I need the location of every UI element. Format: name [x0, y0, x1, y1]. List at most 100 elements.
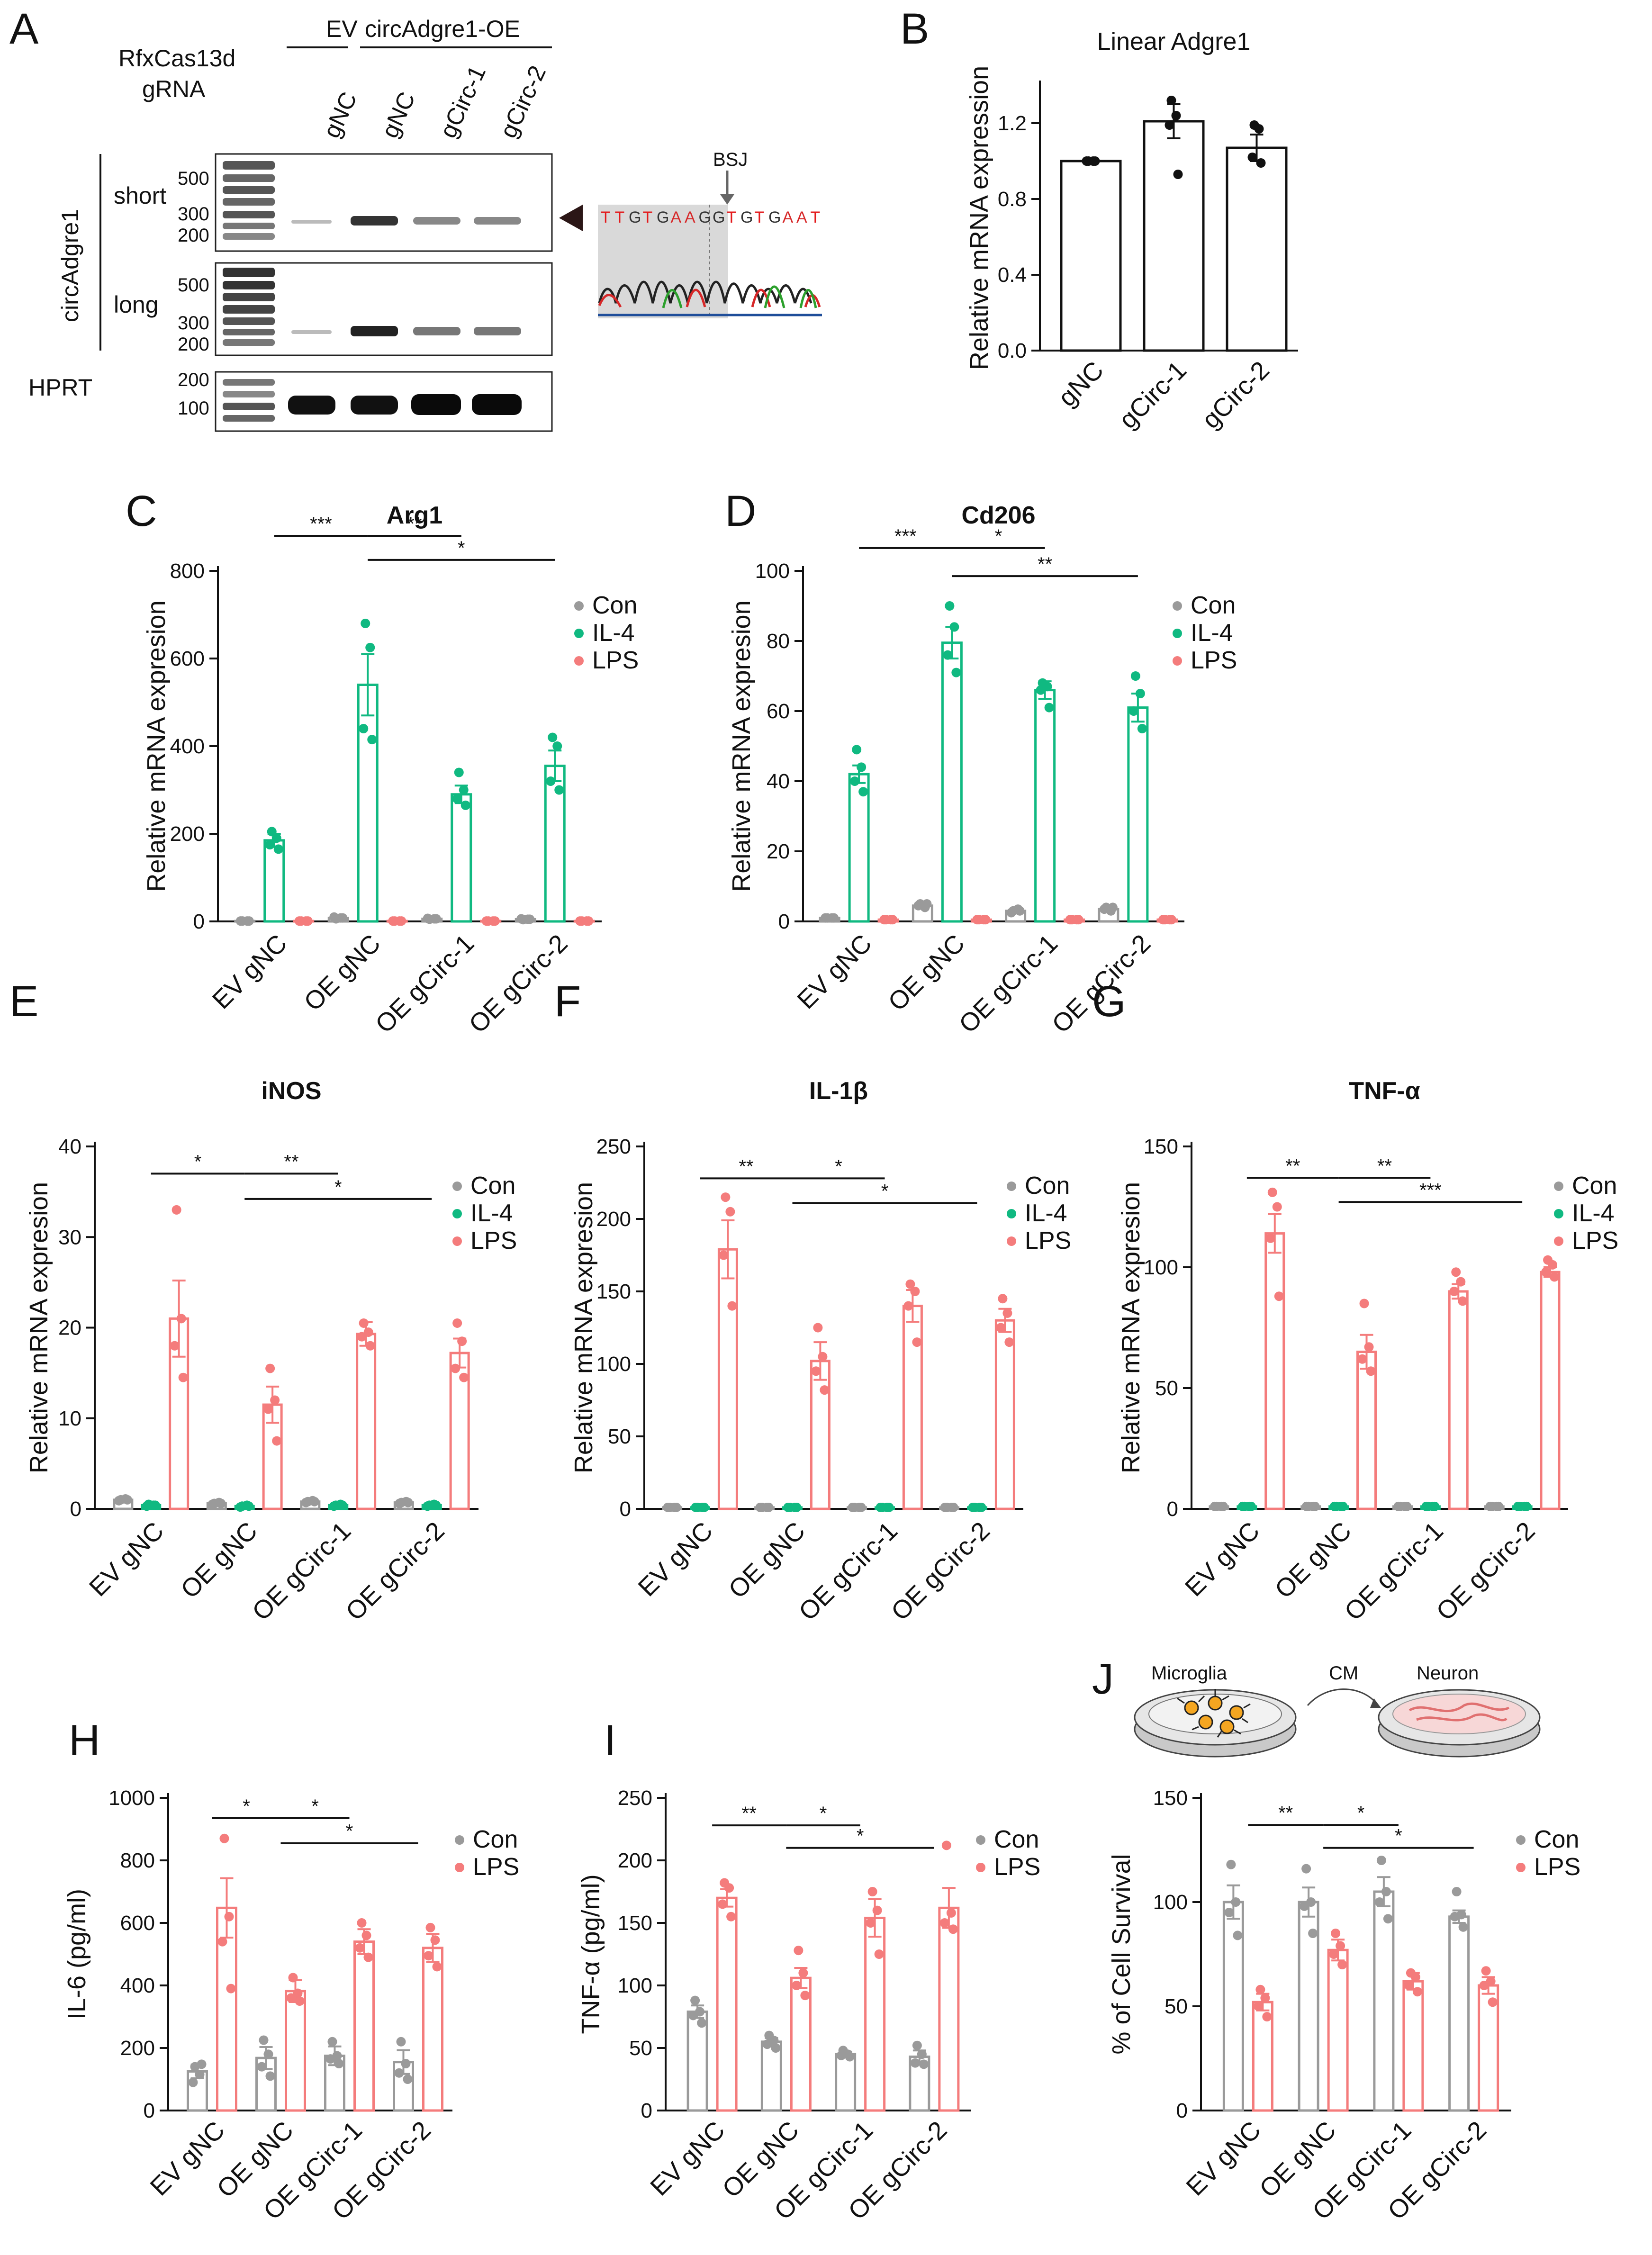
marker-long-300: 300	[178, 313, 209, 334]
band-short-ev	[291, 220, 332, 224]
legend-marker	[574, 629, 584, 638]
legend-label: Con	[1025, 1172, 1070, 1200]
legend-marker	[1173, 601, 1182, 611]
bar	[994, 1319, 1015, 1510]
data-point	[719, 1250, 729, 1260]
data-point	[122, 1495, 132, 1505]
y-tick-label: 40	[58, 1135, 81, 1158]
y-tick-label: 1.2	[998, 112, 1027, 135]
data-point	[1359, 1299, 1369, 1308]
significance-label: *	[346, 1821, 353, 1842]
data-point	[170, 1341, 180, 1351]
data-point	[1166, 96, 1176, 105]
data-point	[663, 1502, 673, 1512]
y-tick-label: 400	[120, 1974, 155, 1997]
data-point	[726, 1912, 736, 1921]
data-point	[357, 1918, 367, 1928]
data-point	[1458, 1296, 1468, 1306]
data-point	[365, 1341, 375, 1351]
y-tick-label: 150	[1144, 1135, 1178, 1158]
long-label: long	[114, 291, 159, 318]
band-hprt-3	[411, 394, 461, 415]
data-point	[359, 724, 369, 733]
x-tick-label: EV gNC	[1181, 2116, 1266, 2201]
y-tick-label: 600	[120, 1912, 155, 1935]
data-point	[1128, 706, 1138, 716]
data-point	[872, 1905, 882, 1915]
data-point	[273, 844, 283, 854]
data-point	[905, 1279, 915, 1289]
data-point	[257, 2062, 267, 2072]
significance-label: *	[1395, 1826, 1402, 1847]
data-point	[355, 1943, 365, 1953]
x-tick-label: gCirc-1	[1114, 356, 1192, 434]
band-short-gcirc2	[474, 217, 521, 225]
band-long-gcirc1	[413, 327, 460, 335]
y-tick-label: 30	[58, 1226, 81, 1249]
bar	[1448, 1915, 1470, 2112]
y-tick-label: 250	[596, 1135, 631, 1158]
trace-red	[598, 289, 821, 308]
y-tick-label: 10	[58, 1407, 81, 1430]
y-tick-label: 0.8	[998, 188, 1027, 211]
data-point	[265, 2071, 275, 2081]
y-tick-label: 60	[767, 700, 790, 723]
data-point	[820, 1385, 830, 1395]
y-tick-label: 0	[778, 910, 790, 933]
data-point	[303, 916, 313, 926]
y-tick-label: 100	[596, 1353, 631, 1376]
significance-label: *	[243, 1796, 250, 1817]
data-point	[235, 916, 245, 926]
chart-title: Cd206	[961, 502, 1035, 529]
panel-label-j: J	[1092, 1655, 1114, 1703]
data-point	[1301, 1501, 1311, 1511]
data-point	[216, 1498, 226, 1508]
band-short-gcirc1	[413, 217, 460, 225]
data-point	[1002, 1308, 1012, 1318]
data-point	[913, 901, 923, 911]
data-point	[1430, 1501, 1440, 1511]
y-tick-label: 20	[58, 1317, 81, 1340]
data-point	[327, 2037, 337, 2047]
legend-label: IL-4	[470, 1200, 513, 1227]
data-point	[454, 767, 464, 777]
panel-e-chart: iNOS Relative mRNA expresion 0 10 20 30 40 EV g…	[25, 1077, 517, 1626]
y-tick-label: 250	[618, 1786, 652, 1810]
data-point	[879, 915, 889, 925]
ladder-short	[223, 161, 275, 240]
x-tick-label: EV gNC	[633, 1516, 718, 1602]
data-point	[272, 1436, 282, 1446]
data-point	[945, 601, 955, 611]
data-point	[397, 916, 406, 926]
data-point	[460, 800, 470, 810]
data-point	[1300, 1901, 1309, 1911]
significance-label: **	[407, 514, 422, 534]
data-point	[1458, 1922, 1468, 1932]
bar	[1264, 1232, 1285, 1510]
legend-marker	[574, 656, 584, 666]
y-tick-label: 600	[170, 647, 205, 670]
data-point	[259, 2035, 269, 2045]
marker-hprt-100: 100	[178, 398, 209, 419]
data-point	[912, 2040, 922, 2050]
hprt-label: HPRT	[28, 374, 92, 401]
bar	[717, 1248, 738, 1510]
ladder-long	[223, 268, 275, 346]
marker-short-300: 300	[178, 204, 209, 225]
marker-short-500: 500	[178, 168, 209, 189]
data-point	[516, 914, 526, 924]
x-tick-label: OE gNC	[723, 1516, 811, 1604]
data-point	[263, 1404, 273, 1414]
data-point	[423, 913, 433, 923]
data-point	[1224, 1908, 1234, 1917]
data-point	[1383, 1914, 1393, 1924]
significance-label: *	[820, 1803, 827, 1824]
significance-label: **	[1278, 1803, 1293, 1823]
bar	[938, 1906, 960, 2112]
legend-marker	[452, 1236, 462, 1246]
data-point	[1274, 1291, 1284, 1301]
data-point	[1254, 2002, 1264, 2011]
bar	[422, 1947, 443, 2112]
bar	[941, 641, 963, 923]
